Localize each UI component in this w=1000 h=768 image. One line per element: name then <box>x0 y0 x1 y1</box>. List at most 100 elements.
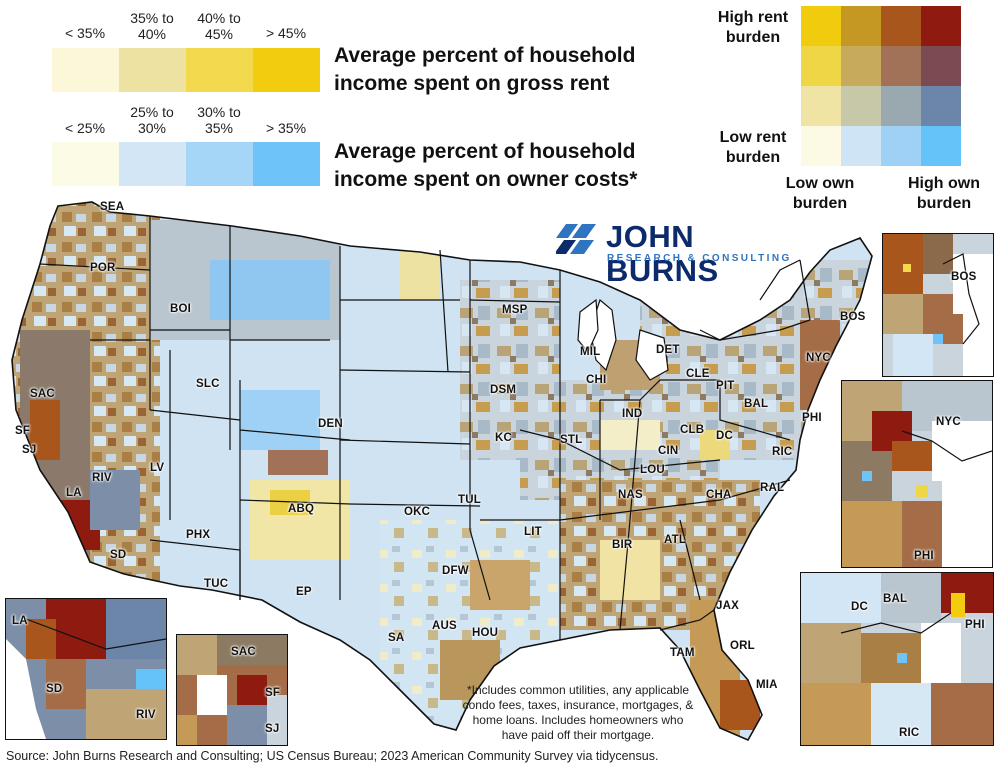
metro-label-aus: AUS <box>432 620 457 632</box>
bivariate-cell-r2-c2 <box>841 46 881 86</box>
metro-label-abq: ABQ <box>288 503 315 515</box>
inset-nyc-map <box>842 381 992 567</box>
bivariate-low-rent-label: Low rent burden <box>719 129 787 166</box>
brand-name: JOHN BURNS <box>606 219 719 288</box>
bivariate-cell-r2-c4 <box>921 46 961 86</box>
metro-label-pit: PIT <box>716 380 735 392</box>
bivariate-grid <box>801 6 961 166</box>
bivariate-cell-r2-c3 <box>881 46 921 86</box>
inset-sf-map <box>177 635 287 745</box>
metro-label-cin: CIN <box>658 445 679 457</box>
bivariate-cell-r1-c2 <box>841 6 881 46</box>
bivariate-cell-r3-c3 <box>881 86 921 126</box>
bivariate-low-own-label: Low own burden <box>785 175 855 212</box>
own-legend-swatch-1 <box>52 142 119 186</box>
inset-sf-label-sf: SF <box>265 687 281 699</box>
metro-label-la: LA <box>66 487 82 499</box>
metro-label-det: DET <box>656 344 680 356</box>
inset-dc-label-ric: RIC <box>899 727 920 739</box>
metro-label-chi: CHI <box>586 374 607 386</box>
inset-nyc: NYC PHI <box>841 380 993 568</box>
inset-nyc-label-phi: PHI <box>914 550 934 562</box>
metro-label-lou: LOU <box>640 464 665 476</box>
inset-la-map <box>6 599 166 739</box>
metro-label-sf: SF <box>15 425 31 437</box>
own-legend-label-3: 30% to 35% <box>197 104 241 136</box>
rent-legend-title-1: Average percent of household <box>334 44 636 67</box>
bivariate-cell-r3-c1 <box>801 86 841 126</box>
inset-la: LA SD RIV <box>5 598 167 740</box>
metro-label-sac: SAC <box>30 388 55 400</box>
metro-label-ral: RAL <box>760 482 785 494</box>
bivariate-high-rent-label: High rent burden <box>717 9 789 46</box>
brand-subtitle: RESEARCH & CONSULTING <box>607 253 792 264</box>
rent-legend-label-1: < 35% <box>64 25 106 41</box>
metro-label-sa: SA <box>388 632 405 644</box>
metro-label-tuc: TUC <box>204 578 229 590</box>
inset-dc-map <box>801 573 993 745</box>
bivariate-cell-r3-c2 <box>841 86 881 126</box>
metro-label-stl: STL <box>560 434 583 446</box>
metro-label-bal: BAL <box>744 398 769 410</box>
metro-label-atl: ATL <box>664 534 687 546</box>
metro-label-tam: TAM <box>670 647 695 659</box>
metro-label-hou: HOU <box>472 627 499 639</box>
rent-legend-title-2: income spent on gross rent <box>334 72 610 95</box>
metro-label-mia: MIA <box>756 679 778 691</box>
metro-label-lit: LIT <box>524 526 542 538</box>
bivariate-cell-r1-c3 <box>881 6 921 46</box>
own-legend-label-4: > 35% <box>265 120 307 136</box>
metro-label-cha: CHA <box>706 489 732 501</box>
metro-label-phx: PHX <box>186 529 211 541</box>
inset-sf-label-sac: SAC <box>231 646 256 658</box>
bivariate-cell-r4-c3 <box>881 126 921 166</box>
rent-legend-swatch-3 <box>186 48 253 92</box>
inset-dc-label-bal: BAL <box>883 593 908 605</box>
bivariate-cell-r4-c4 <box>921 126 961 166</box>
metro-label-dc: DC <box>716 430 734 442</box>
inset-la-label-riv: RIV <box>136 709 156 721</box>
inset-la-label-sd: SD <box>46 683 63 695</box>
metro-label-den: DEN <box>318 418 343 430</box>
inset-sf: SAC SF SJ <box>176 634 288 746</box>
metro-label-lv: LV <box>150 462 165 474</box>
brand-logo: JOHN BURNS RESEARCH & CONSULTING <box>556 220 806 288</box>
metro-label-dsm: DSM <box>490 384 517 396</box>
metro-label-bir: BIR <box>612 539 633 551</box>
metro-label-sea: SEA <box>100 201 125 213</box>
metro-label-bos: BOS <box>840 311 866 323</box>
own-legend-title-2: income spent on owner costs* <box>334 168 638 191</box>
own-legend-swatch-4 <box>253 142 320 186</box>
metro-label-kc: KC <box>495 432 513 444</box>
metro-label-nyc: NYC <box>806 352 831 364</box>
rent-legend-label-2: 35% to 40% <box>130 10 174 42</box>
source-text: Source: John Burns Research and Consulti… <box>6 749 659 763</box>
bivariate-cell-r1-c1 <box>801 6 841 46</box>
rent-legend-label-3: 40% to 45% <box>197 10 241 42</box>
metro-label-phi: PHI <box>802 412 822 424</box>
rent-legend-swatch-4 <box>253 48 320 92</box>
own-legend-label-2: 25% to 30% <box>130 104 174 136</box>
rent-legend-swatch-2 <box>119 48 186 92</box>
metro-label-jax: JAX <box>716 600 739 612</box>
own-legend-swatch-3 <box>186 142 253 186</box>
inset-bos-label: BOS <box>951 271 977 283</box>
metro-label-ric: RIC <box>772 446 793 458</box>
metro-label-sj: SJ <box>22 444 37 456</box>
bivariate-cell-r1-c4 <box>921 6 961 46</box>
inset-dc-label-phi: PHI <box>965 619 985 631</box>
rent-legend-swatch-1 <box>52 48 119 92</box>
brand-mark-icon <box>556 224 596 254</box>
inset-nyc-label-nyc: NYC <box>936 416 961 428</box>
metro-label-cle: CLE <box>686 368 710 380</box>
own-legend-title-1: Average percent of household <box>334 140 636 163</box>
own-legend-swatch-2 <box>119 142 186 186</box>
metro-label-sd: SD <box>110 549 127 561</box>
metro-label-clb: CLB <box>680 424 705 436</box>
inset-bos: BOS <box>882 233 994 377</box>
metro-label-slc: SLC <box>196 378 220 390</box>
own-legend-label-1: < 25% <box>64 120 106 136</box>
inset-bos-map <box>883 234 993 376</box>
bivariate-cell-r3-c4 <box>921 86 961 126</box>
